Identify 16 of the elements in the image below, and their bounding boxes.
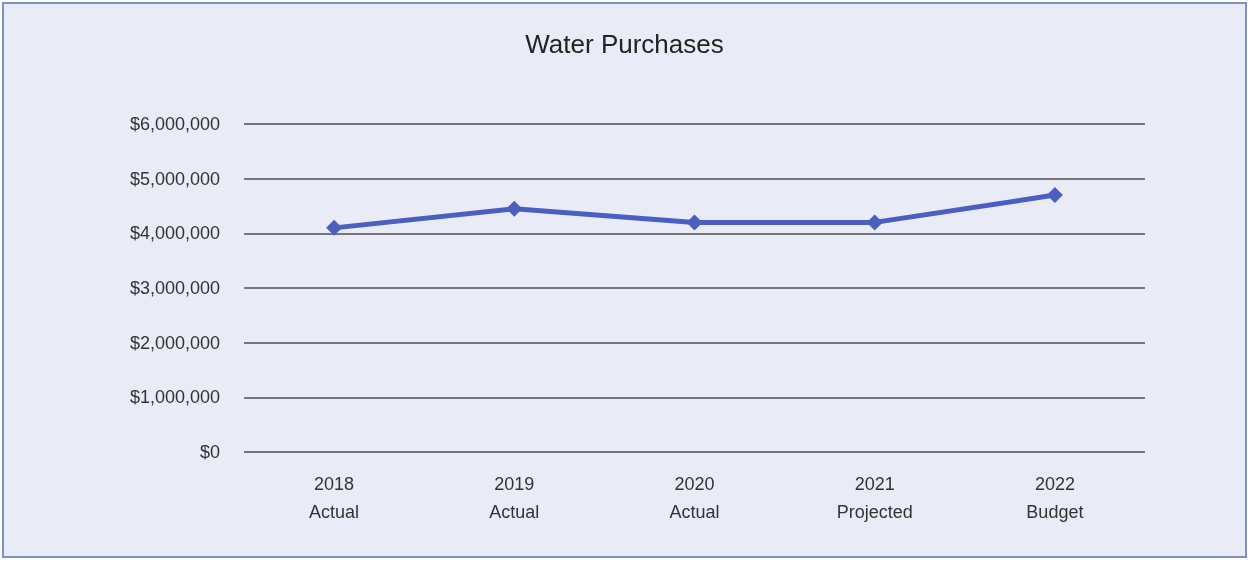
x-tick-label: 2022 Budget <box>1026 474 1084 522</box>
y-tick-label: $6,000,000 <box>129 114 220 134</box>
x-tick-label: 2019 Actual <box>489 474 540 522</box>
y-tick-label: $1,000,000 <box>129 387 220 408</box>
x-tick-label: 2018 Actual <box>309 474 360 522</box>
y-tick-label: $3,000,000 <box>129 278 220 298</box>
y-tick-label: $0 <box>199 442 220 462</box>
point <box>326 219 343 236</box>
x-tick-label: 2020 Actual <box>669 474 720 522</box>
chart-title: Water Purchases <box>525 29 724 59</box>
point <box>506 200 523 217</box>
y-tick-label: $5,000,000 <box>129 168 220 189</box>
x-tick-label: 2021 Projected <box>836 474 913 522</box>
y-tick-label: $2,000,000 <box>129 332 220 353</box>
y-tick-label: $4,000,000 <box>129 223 220 244</box>
point <box>1046 187 1063 204</box>
